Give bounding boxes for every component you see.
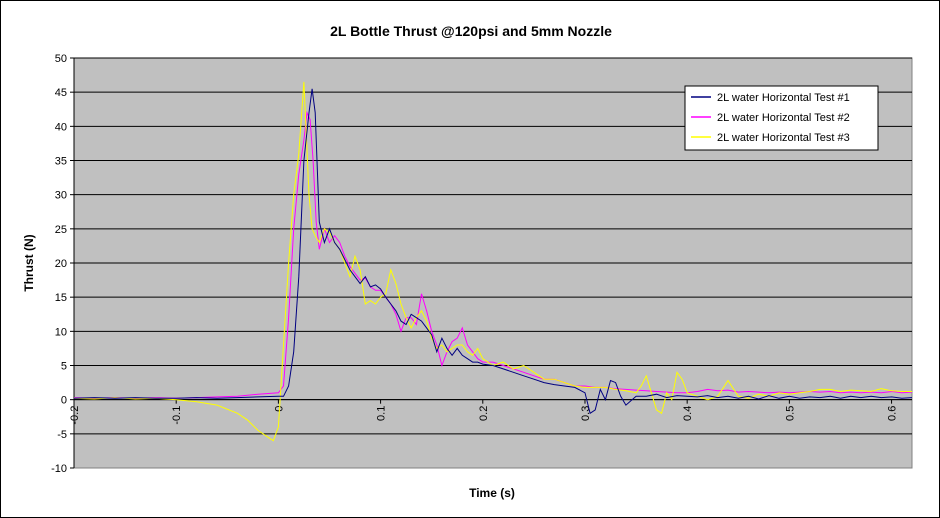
series-line-test-3 xyxy=(73,81,912,442)
x-axis: -0.2 -0.1 0 0.1 0.2 0.3 0.4 0.5 0.6 xyxy=(69,399,912,425)
legend-box xyxy=(684,85,879,151)
x-tick-label: -0.1 xyxy=(171,406,183,425)
y-tick-label: 10 xyxy=(55,326,67,338)
x-tick-label: 0.1 xyxy=(376,406,388,421)
y-tick-label: 45 xyxy=(55,87,67,99)
y-tick-label: 35 xyxy=(55,156,67,168)
x-tick-label: 0.6 xyxy=(887,406,899,421)
x-tick-label: 0.5 xyxy=(784,406,796,421)
y-axis-label: Thrust (N) xyxy=(22,234,36,291)
y-tick-label: 40 xyxy=(55,121,67,133)
y-tick-label: 15 xyxy=(55,292,67,304)
series-lines xyxy=(73,81,913,442)
legend-label-test-3: 2L water Horizontal Test #3 xyxy=(717,132,850,144)
x-axis-label: Time (s) xyxy=(469,486,515,500)
x-tick-label: 0.2 xyxy=(478,406,490,421)
series-line-test-1 xyxy=(73,88,913,415)
legend-label-test-1: 2L water Horizontal Test #1 xyxy=(717,92,850,104)
y-tick-label: 20 xyxy=(55,258,67,270)
chart-title: 2L Bottle Thrust @120psi and 5mm Nozzle xyxy=(330,23,612,39)
x-tick-label: -0.2 xyxy=(69,406,81,425)
y-tick-label: 50 xyxy=(55,53,67,65)
y-tick-label: 5 xyxy=(61,361,67,373)
y-axis: -10 -5 0 5 10 15 20 25 30 35 40 45 50 xyxy=(51,53,75,475)
y-tick-label: 25 xyxy=(55,224,67,236)
x-tick-label: 0.4 xyxy=(682,406,694,421)
y-tick-label: -5 xyxy=(57,429,67,441)
y-tick-label: 0 xyxy=(61,395,67,407)
legend: 2L water Horizontal Test #1 2L water Hori… xyxy=(684,85,879,151)
legend-label-test-2: 2L water Horizontal Test #2 xyxy=(717,112,850,124)
y-tick-label: 30 xyxy=(55,190,67,202)
y-tick-label: -10 xyxy=(51,463,67,475)
